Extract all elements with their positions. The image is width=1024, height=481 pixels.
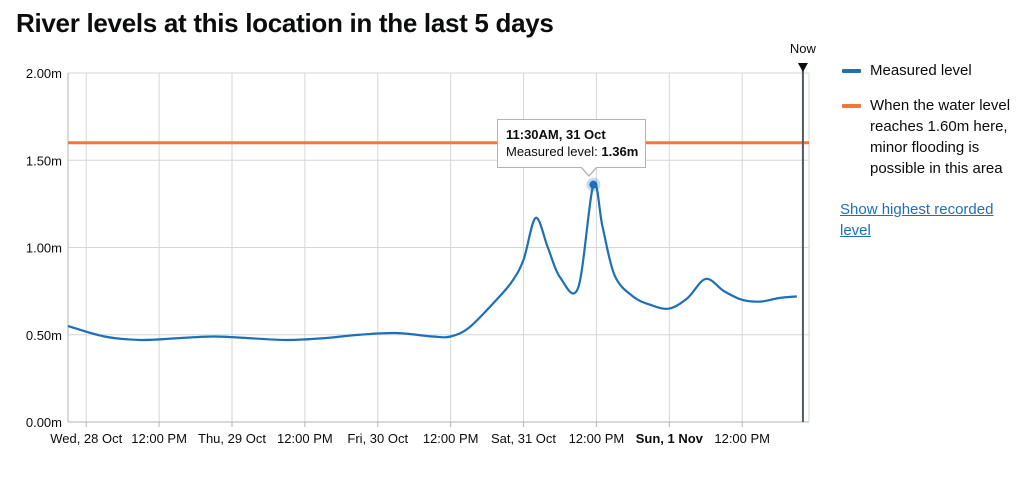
- now-marker: [797, 63, 808, 72]
- y-tick-label: 1.50m: [26, 153, 62, 168]
- highlight-point: [589, 180, 598, 189]
- x-tick-label: 12:00 PM: [277, 431, 333, 446]
- chart-title: River levels at this location in the las…: [16, 8, 554, 38]
- x-tick-label: Thu, 29 Oct: [198, 431, 266, 446]
- tooltip-time: 11:30AM, 31 Oct: [506, 127, 606, 142]
- y-tick-label: 0.00m: [26, 415, 62, 430]
- x-tick-label: Fri, 30 Oct: [347, 431, 408, 446]
- tooltip-label: Measured level:: [506, 144, 602, 159]
- x-tick-label: 12:00 PM: [714, 431, 770, 446]
- threshold-swatch: [842, 104, 861, 108]
- legend-threshold-label: When the water level reaches 1.60m here,…: [870, 97, 1011, 177]
- x-tick-label: 12:00 PM: [131, 431, 187, 446]
- show-highest-level-link[interactable]: Show highest recorded level: [840, 201, 994, 239]
- legend-measured-label: Measured level: [870, 62, 972, 79]
- tooltip-pointer-fill: [581, 166, 597, 175]
- tooltip-line: Measured level: 1.36m: [506, 143, 639, 160]
- chart-legend: Measured level When the water level reac…: [840, 60, 1018, 241]
- measured-swatch: [842, 69, 861, 73]
- grid-lines: [68, 72, 809, 423]
- y-tick-label: 2.00m: [26, 66, 62, 81]
- tooltip-value: 1.36m: [601, 144, 639, 159]
- x-tick-label: Sun, 1 Nov: [636, 431, 704, 446]
- now-label: Now: [790, 41, 817, 56]
- y-tick-label: 0.50m: [26, 328, 62, 343]
- series-layer: [67, 63, 809, 422]
- legend-item-measured: Measured level: [840, 60, 1018, 81]
- legend-item-threshold: When the water level reaches 1.60m here,…: [840, 95, 1018, 179]
- x-tick-label: Sat, 31 Oct: [491, 431, 556, 446]
- x-tick-label: Wed, 28 Oct: [50, 431, 122, 446]
- measured-level-line: [67, 181, 797, 342]
- axes: [67, 73, 810, 427]
- data-tooltip: 11:30AM, 31 Oct Measured level: 1.36m: [497, 119, 646, 168]
- y-tick-label: 1.00m: [26, 241, 62, 256]
- x-tick-label: 12:00 PM: [569, 431, 625, 446]
- x-tick-label: 12:00 PM: [423, 431, 479, 446]
- tick-labels: 0.00m 0.50m 1.00m 1.50m 2.00m Wed, 28 Oct 12:0…: [26, 41, 817, 446]
